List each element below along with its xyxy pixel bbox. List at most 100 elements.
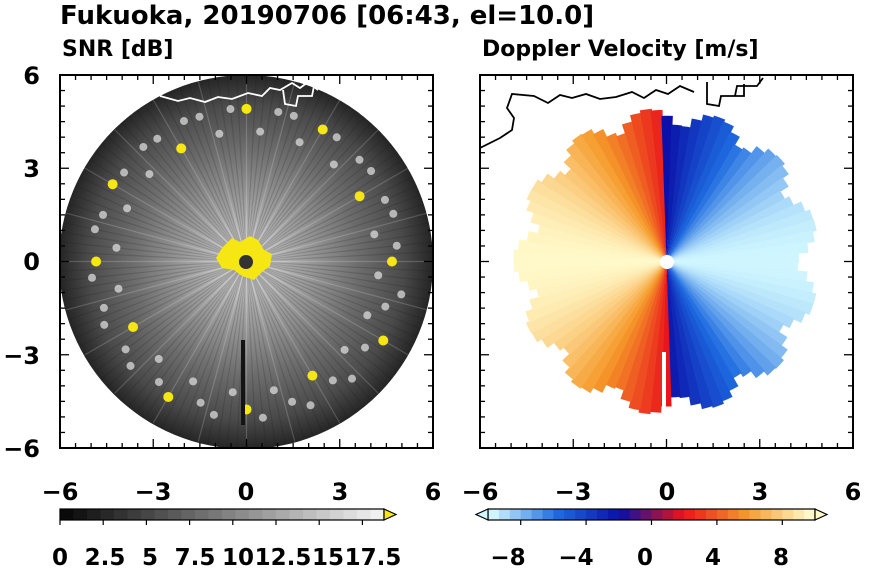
- doppler-wedge: [621, 121, 667, 262]
- snr-edge-echo: [196, 398, 205, 407]
- x-tick-label: 0: [659, 478, 676, 506]
- snr-ray: [246, 260, 413, 347]
- snr-ray: [95, 151, 247, 262]
- doppler-panel-title: Doppler Velocity [m/s]: [482, 37, 759, 62]
- doppler-wedge: [666, 261, 784, 333]
- snr-edge-echo: [215, 129, 224, 138]
- doppler-wedge: [562, 261, 667, 369]
- colorbar-swatch: [262, 509, 277, 520]
- colorbar-tick-label: 10: [222, 545, 254, 570]
- snr-edge-echo: [88, 273, 97, 282]
- snr-edge-echo: [258, 413, 267, 422]
- snr-edge-echo: [256, 127, 265, 136]
- doppler-wedge: [639, 108, 667, 262]
- doppler-wedge: [666, 148, 777, 262]
- snr-edge-echo: [389, 209, 398, 218]
- snr-ray: [188, 261, 248, 440]
- doppler-wedge: [531, 261, 667, 343]
- colorbar-swatch: [804, 509, 816, 520]
- snr-ray: [121, 261, 247, 401]
- snr-edge-echo: [288, 397, 297, 406]
- colorbar-swatch: [141, 509, 155, 520]
- snr-edge-echo: [114, 284, 123, 293]
- figure-title: Fukuoka, 20190706 [06:43, el=10.0]: [60, 1, 594, 31]
- doppler-wedge: [666, 261, 739, 392]
- snr-ray: [246, 261, 398, 372]
- colorbar-swatch: [498, 509, 511, 520]
- snr-ray: [101, 143, 247, 262]
- snr-edge-echo: [269, 386, 278, 395]
- doppler-wedge: [666, 131, 740, 262]
- colorbar-tick-label: 0: [52, 545, 68, 570]
- doppler-wedge: [592, 261, 667, 393]
- snr-ray: [60, 260, 247, 272]
- snr-ray: [75, 185, 247, 263]
- colorbar-swatch: [738, 509, 750, 520]
- colorbar-swatch: [303, 509, 317, 520]
- snr-edge-echo: [370, 230, 379, 239]
- doppler-wedge: [531, 179, 667, 262]
- snr-ray: [246, 251, 433, 263]
- snr-colorbar-tick-labels: 0 2.5 5 7.5 10 12.5 15 17.5: [52, 545, 401, 570]
- snr-ray: [216, 77, 248, 262]
- doppler-wedge: [666, 261, 691, 399]
- colorbar-tick-label: 4: [705, 545, 721, 570]
- doppler-wedge: [529, 261, 667, 311]
- snr-ray: [84, 260, 247, 356]
- snr-ray: [246, 260, 425, 320]
- snr-ray: [179, 87, 248, 262]
- doppler-wedge: [666, 164, 789, 262]
- colorbar-swatch: [343, 509, 358, 520]
- doppler-wedge: [513, 260, 667, 273]
- doppler-wedge: [666, 261, 777, 376]
- snr-colorbar: [59, 508, 398, 525]
- colorbar-tick-label: 5: [142, 545, 158, 570]
- snr-edge-echo: [289, 111, 298, 120]
- snr-ray: [95, 261, 247, 372]
- colorbar-extend-min: [474, 508, 489, 521]
- snr-edge-echo: [332, 133, 341, 142]
- colorbar-swatch: [531, 509, 543, 520]
- doppler-wedge: [553, 261, 667, 351]
- radar-site-marker: [660, 255, 674, 269]
- snr-edge-echo: [99, 303, 108, 312]
- colorbar-swatch: [662, 509, 674, 520]
- doppler-wedge: [666, 261, 724, 408]
- snr-ray: [114, 129, 247, 262]
- colorbar-tick-label: −8: [490, 545, 525, 570]
- snr-ray: [245, 95, 332, 262]
- snr-edge-echo: [176, 143, 187, 154]
- snr-ray: [246, 129, 379, 262]
- doppler-ticks: [479, 74, 854, 449]
- doppler-colorbar: [474, 508, 829, 525]
- colorbar-swatch: [771, 509, 783, 520]
- snr-plot-area: [60, 75, 433, 448]
- colorbar-tick-label: 8: [773, 545, 789, 570]
- doppler-wedge: [666, 261, 788, 347]
- snr-edge-echo: [179, 117, 188, 126]
- doppler-wedge: [570, 261, 667, 389]
- colorbar-swatch: [651, 509, 663, 520]
- colorbar-swatch: [760, 509, 772, 520]
- colorbar-swatch: [289, 509, 304, 520]
- doppler-wedge: [666, 241, 809, 262]
- doppler-wedge: [661, 115, 673, 262]
- colorbar-swatch: [100, 509, 115, 520]
- snr-edge-echo: [392, 241, 401, 250]
- colorbar-swatch: [195, 509, 209, 520]
- colorbar-swatch: [370, 509, 385, 520]
- snr-ray: [246, 260, 421, 329]
- snr-edge-echo: [107, 179, 118, 190]
- doppler-wedge: [666, 190, 786, 262]
- snr-radial-rays: [60, 75, 433, 448]
- doppler-wedge: [666, 261, 702, 406]
- colorbar-swatch: [249, 509, 263, 520]
- snr-edge-echo: [226, 105, 235, 114]
- colorbar-swatch: [727, 509, 740, 520]
- colorbar-swatch: [597, 509, 609, 520]
- snr-ray: [66, 212, 247, 263]
- snr-ray: [246, 167, 409, 263]
- snr-ray: [236, 75, 248, 262]
- snr-ray: [216, 261, 248, 446]
